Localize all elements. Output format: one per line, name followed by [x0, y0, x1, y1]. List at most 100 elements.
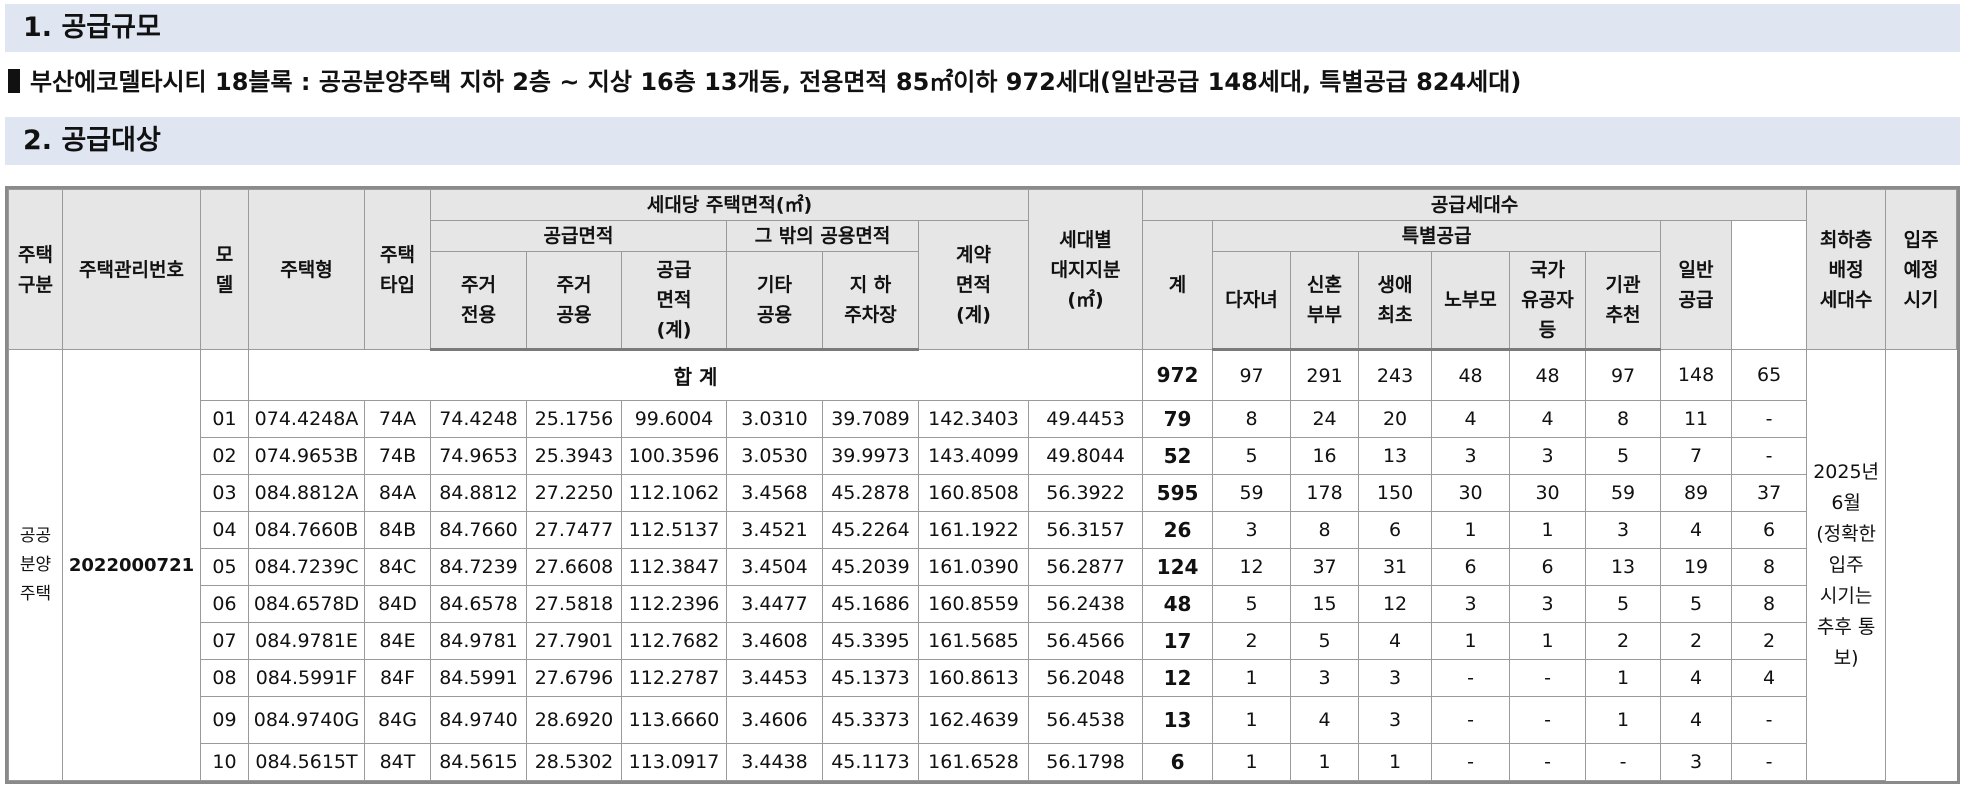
table-cell: 45.1173: [822, 743, 919, 781]
table-cell: 28.5302: [526, 743, 622, 781]
table-cell: 074.9653B: [248, 437, 365, 475]
header-land-share: 세대별 대지지분 (㎡): [1028, 189, 1144, 350]
table-cell: 74B: [364, 437, 431, 475]
header-first-life: 생애 최초: [1358, 251, 1433, 351]
table-cell: 3.0530: [726, 437, 823, 475]
table-cell: 84.5991: [430, 659, 527, 697]
table-cell: 178: [1290, 474, 1360, 512]
table-cell: 112.5137: [621, 511, 727, 549]
table-cell: 3.4504: [726, 548, 823, 586]
table-cell: 112.2396: [621, 585, 727, 623]
table-cell: 84G: [364, 696, 431, 744]
table-cell: 4: [1660, 659, 1733, 697]
table-cell: 3.4521: [726, 511, 823, 549]
table-cell: 02: [200, 437, 249, 475]
move-in-cell: 2025년 6월 (정확한 입주 시기는 추후 통보): [1806, 349, 1887, 781]
table-cell: 84A: [364, 474, 431, 512]
total-multi-child: 97: [1212, 349, 1292, 401]
table-cell: 27.6608: [526, 548, 622, 586]
header-units-group: 공급세대수: [1142, 189, 1808, 221]
table-cell: 1: [1585, 696, 1662, 744]
table-cell: 74.9653: [430, 437, 527, 475]
table-cell: 84.7239: [430, 548, 527, 586]
table-cell: 5: [1212, 437, 1292, 475]
total-units-value: 972: [1142, 349, 1214, 401]
table-cell: 3: [1431, 437, 1511, 475]
table-cell: 3: [1358, 659, 1433, 697]
table-cell: 84.9740: [430, 696, 527, 744]
table-cell: 112.1062: [621, 474, 727, 512]
table-row: 04 084.7660B 84B 84.7660 27.7477 112.5137 3.45…: [9, 511, 1957, 549]
table-cell: 12: [1142, 659, 1214, 697]
table-cell: 45.3373: [822, 696, 919, 744]
table-cell: 084.7239C: [248, 548, 365, 586]
table-cell: 27.2250: [526, 474, 622, 512]
header-multi-child: 다자녀: [1212, 251, 1292, 351]
table-cell: 5: [1290, 622, 1360, 660]
table-cell: 49.8044: [1028, 437, 1144, 475]
table-cell: 27.7901: [526, 622, 622, 660]
table-cell: 17: [1142, 622, 1214, 660]
table-cell: 143.4099: [917, 437, 1030, 475]
table-cell: 84B: [364, 511, 431, 549]
table-cell: 84D: [364, 585, 431, 623]
supply-table: 주택 구분 주택관리번호 모 델 주택형 주택 타입 세대당 주택면적(㎡) 세…: [8, 189, 1957, 781]
supply-table-container: 주택 구분 주택관리번호 모 델 주택형 주택 타입 세대당 주택면적(㎡) 세…: [5, 186, 1960, 784]
section-1-header: 1. 공급규모: [5, 4, 1960, 52]
table-cell: 56.2048: [1028, 659, 1144, 697]
table-cell: 4: [1731, 659, 1808, 697]
header-veterans: 국가 유공자 등: [1509, 251, 1587, 351]
table-cell: -: [1509, 743, 1587, 781]
table-cell: 1: [1212, 696, 1292, 744]
table-cell: 84.9781: [430, 622, 527, 660]
table-cell: 09: [200, 696, 249, 744]
header-lowest-floor: 최하층 배정 세대수: [1806, 189, 1887, 350]
table-cell: 100.3596: [621, 437, 727, 475]
table-cell: 45.1686: [822, 585, 919, 623]
table-cell: 3: [1585, 511, 1662, 549]
table-cell: 27.5818: [526, 585, 622, 623]
table-cell: -: [1731, 696, 1808, 744]
table-cell: 12: [1212, 548, 1292, 586]
table-cell: 4: [1290, 696, 1360, 744]
table-row: 02 074.9653B 74B 74.9653 25.3943 100.3596 3.05…: [9, 437, 1957, 475]
table-cell: 1: [1509, 622, 1587, 660]
table-cell: 37: [1731, 474, 1808, 512]
table-cell: 124: [1142, 548, 1214, 586]
table-cell: 56.4566: [1028, 622, 1144, 660]
header-special: 특별공급: [1212, 220, 1662, 252]
table-cell: 2: [1660, 622, 1733, 660]
table-cell: 8: [1585, 400, 1662, 438]
table-cell: 45.2878: [822, 474, 919, 512]
table-cell: 112.2787: [621, 659, 727, 697]
header-parking: 지 하 주차장: [822, 251, 919, 351]
table-cell: 162.4639: [917, 696, 1030, 744]
table-cell: 13: [1585, 548, 1662, 586]
total-lowest-floor: 65: [1731, 349, 1808, 401]
table-cell: 1: [1585, 659, 1662, 697]
header-res-exclusive: 주거 전용: [430, 251, 527, 351]
table-cell: 8: [1731, 585, 1808, 623]
table-cell: 595: [1142, 474, 1214, 512]
table-cell: 2: [1585, 622, 1662, 660]
table-cell: 56.2877: [1028, 548, 1144, 586]
table-cell: 4: [1660, 696, 1733, 744]
total-newlywed: 291: [1290, 349, 1360, 401]
table-cell: 161.0390: [917, 548, 1030, 586]
table-cell: 150: [1358, 474, 1433, 512]
table-cell: 99.6004: [621, 400, 727, 438]
table-cell: 45.2264: [822, 511, 919, 549]
table-cell: 59: [1212, 474, 1292, 512]
section-2-title: 2. 공급대상: [23, 125, 161, 156]
table-cell: 3: [1431, 585, 1511, 623]
table-cell: -: [1431, 743, 1511, 781]
header-unit-type: 주택형: [248, 189, 365, 350]
table-cell: 4: [1660, 511, 1733, 549]
table-cell: 74A: [364, 400, 431, 438]
table-cell: -: [1731, 437, 1808, 475]
table-cell: 12: [1358, 585, 1433, 623]
table-cell: 084.8812A: [248, 474, 365, 512]
table-cell: 084.5615T: [248, 743, 365, 781]
table-cell: 3.4438: [726, 743, 823, 781]
table-cell: 01: [200, 400, 249, 438]
